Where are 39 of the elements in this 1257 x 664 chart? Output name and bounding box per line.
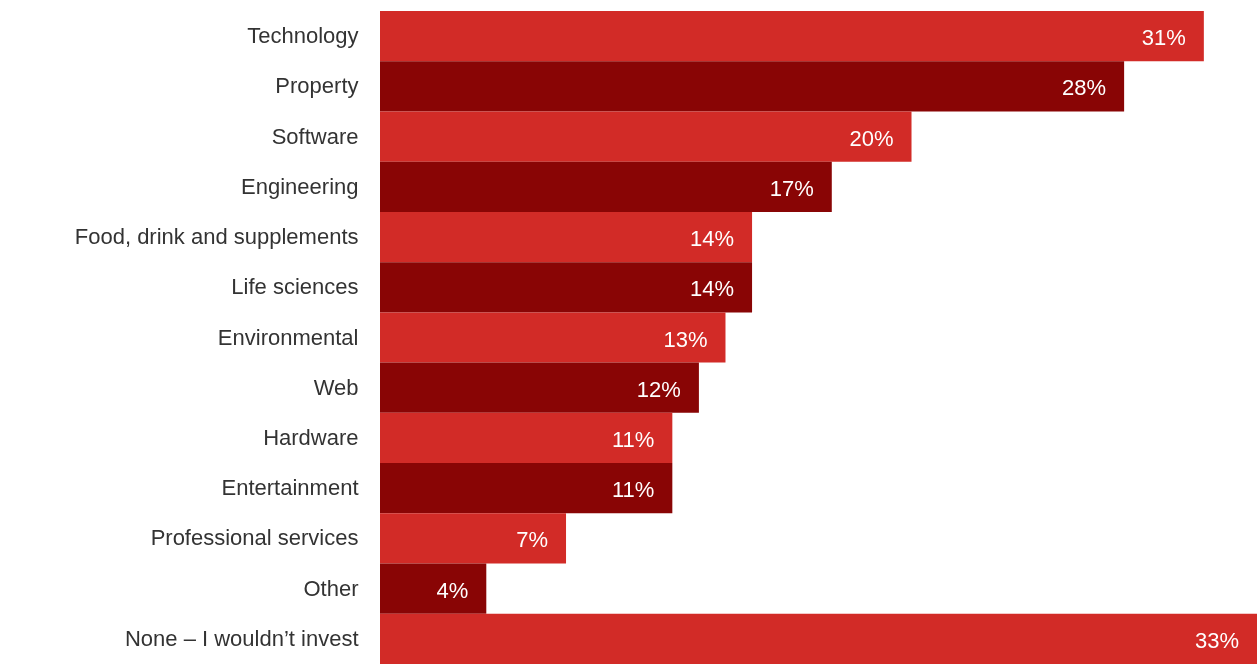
data-label: 7%	[516, 527, 549, 553]
y-tick-label: Property	[275, 73, 359, 99]
bar	[380, 312, 726, 363]
data-label: 11%	[611, 426, 655, 452]
bar	[380, 111, 912, 162]
y-tick-label: None – I wouldn’t invest	[124, 625, 359, 651]
data-label: 31%	[1141, 25, 1186, 51]
bar	[380, 563, 487, 614]
data-label: 14%	[690, 276, 735, 302]
data-label: 13%	[663, 326, 708, 352]
data-label: 12%	[636, 376, 681, 402]
y-tick-label: Software	[271, 123, 359, 149]
data-label: 33%	[1194, 627, 1239, 653]
bar	[380, 463, 673, 514]
bar	[380, 513, 567, 564]
y-tick-label: Life sciences	[231, 274, 359, 300]
bar	[380, 613, 1257, 664]
y-tick-label: Technology	[247, 23, 359, 49]
bar	[380, 412, 673, 464]
y-tick-label: Web	[313, 374, 359, 400]
y-tick-label: Food, drink and supplements	[74, 224, 359, 250]
data-label: 4%	[436, 577, 469, 603]
data-label: 11%	[611, 477, 655, 503]
data-label: 17%	[769, 175, 814, 201]
data-label: 20%	[849, 125, 894, 151]
y-tick-label: Hardware	[263, 424, 359, 450]
bar	[380, 11, 1204, 62]
y-tick-label: Other	[303, 575, 359, 601]
y-tick-label: Professional services	[150, 525, 359, 551]
bar	[380, 262, 753, 313]
bar	[380, 211, 753, 263]
y-tick-label: Environmental	[217, 324, 359, 350]
bar	[380, 61, 1125, 112]
y-tick-label: Entertainment	[221, 475, 359, 501]
data-label: 28%	[1062, 75, 1107, 101]
bar	[380, 362, 699, 413]
data-label: 14%	[690, 226, 735, 252]
y-tick-label: Engineering	[241, 173, 359, 199]
bar	[380, 161, 832, 212]
